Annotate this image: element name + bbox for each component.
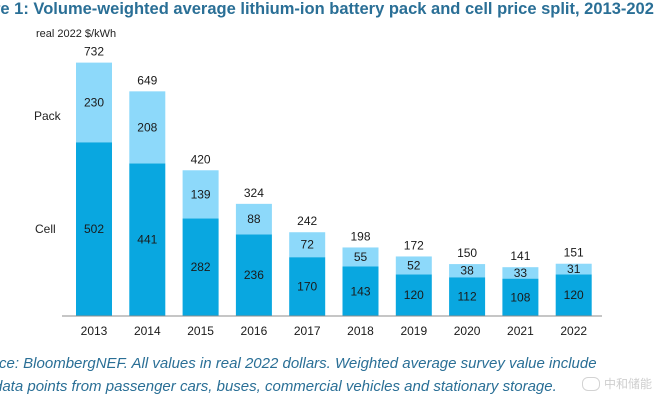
data-label-pack-2017: 72 (301, 238, 315, 252)
data-label-cell-2016: 236 (244, 268, 264, 282)
series-label-pack: Pack (34, 109, 62, 123)
data-label-cell-2019: 120 (404, 288, 424, 302)
data-label-total-2018: 198 (350, 229, 370, 243)
data-label-cell-2014: 441 (137, 233, 157, 247)
data-label-cell-2015: 282 (191, 260, 211, 274)
x-tick-label-2020: 2020 (454, 324, 481, 338)
bar-pack-2017 (289, 232, 326, 258)
bar-pack-2014 (129, 91, 166, 164)
bar-cell-2022 (555, 274, 592, 316)
data-label-cell-2020: 112 (458, 290, 477, 304)
x-tick-label-2018: 2018 (347, 324, 374, 338)
data-label-total-2022: 151 (564, 246, 584, 260)
data-label-total-2015: 420 (191, 152, 211, 166)
data-label-pack-2013: 230 (84, 95, 104, 109)
data-label-total-2014: 649 (137, 73, 157, 87)
x-tick-label-2022: 2022 (560, 324, 587, 338)
x-tick-label-2014: 2014 (134, 324, 161, 338)
data-label-pack-2018: 55 (354, 250, 368, 264)
chart-title: re 1: Volume-weighted average lithium-io… (0, 0, 654, 18)
bar-cell-2017 (289, 257, 326, 316)
bar-pack-2020 (449, 264, 486, 278)
data-label-pack-2015: 139 (191, 187, 211, 201)
bar-cell-2020 (449, 277, 486, 316)
data-label-cell-2018: 143 (350, 284, 370, 298)
bar-cell-2019 (395, 274, 432, 316)
data-label-total-2016: 324 (244, 186, 264, 200)
x-tick-label-2021: 2021 (507, 324, 534, 338)
data-label-total-2017: 242 (297, 214, 317, 228)
data-label-cell-2013: 502 (84, 222, 104, 236)
x-tick-label-2019: 2019 (400, 324, 427, 338)
data-label-pack-2014: 208 (137, 120, 157, 134)
data-label-pack-2020: 38 (460, 264, 474, 278)
x-tick-label-2013: 2013 (81, 324, 108, 338)
data-label-cell-2017: 170 (297, 280, 317, 294)
source-note-line-1: rce: BloombergNEF. All values in real 20… (0, 355, 597, 372)
y-axis-unit-label: real 2022 $/kWh (36, 28, 116, 40)
bar-cell-2015 (182, 218, 219, 316)
data-label-cell-2022: 120 (564, 288, 584, 302)
bar-pack-2021 (502, 267, 539, 279)
x-tick-label-2016: 2016 (241, 324, 268, 338)
data-label-cell-2021: 108 (510, 290, 530, 304)
x-tick-label-2015: 2015 (187, 324, 214, 338)
data-label-total-2013: 732 (84, 45, 104, 59)
source-note-line-2: data points from passenger cars, buses, … (0, 378, 557, 395)
bar-cell-2021 (502, 278, 539, 316)
bar-pack-2019 (395, 256, 432, 275)
series-label-cell: Cell (35, 222, 56, 236)
x-tick-label-2017: 2017 (294, 324, 321, 338)
data-label-pack-2019: 52 (407, 258, 421, 272)
source-note: rce: BloombergNEF. All values in real 20… (0, 352, 660, 398)
data-label-total-2021: 141 (510, 249, 530, 263)
bar-pack-2018 (342, 247, 379, 267)
data-label-pack-2022: 31 (567, 262, 581, 276)
watermark: 中和储能 (581, 375, 652, 392)
chat-bubble-icon (581, 376, 600, 391)
watermark-text: 中和储能 (603, 377, 652, 391)
bar-pack-2015 (182, 170, 219, 219)
data-label-pack-2016: 88 (247, 212, 261, 226)
data-label-total-2019: 172 (404, 238, 424, 252)
bar-cell-2014 (129, 163, 166, 316)
bar-pack-2013 (76, 62, 112, 143)
data-label-total-2020: 150 (457, 246, 477, 260)
data-label-pack-2021: 33 (514, 266, 528, 280)
bar-pack-2022 (555, 263, 592, 275)
bar-cell-2018 (342, 266, 379, 316)
bar-pack-2016 (235, 203, 272, 235)
bar-cell-2013 (76, 142, 112, 316)
bar-cell-2016 (235, 234, 272, 316)
